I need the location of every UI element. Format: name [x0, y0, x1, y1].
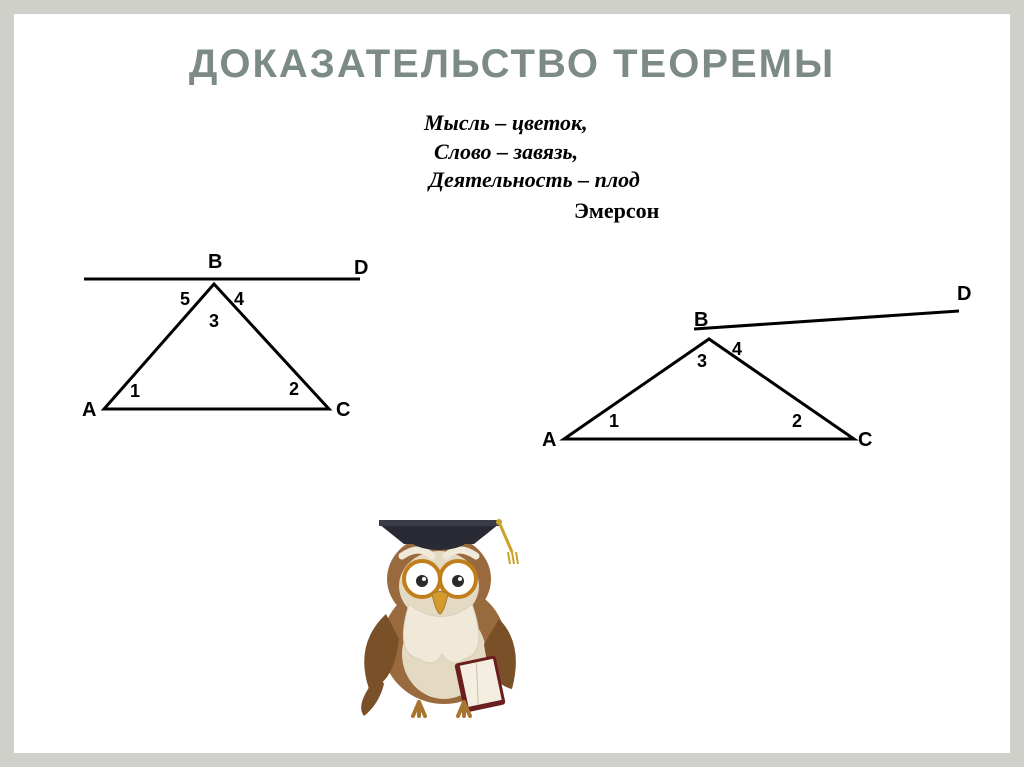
quote-line-1: Мысль – цветок,	[424, 109, 659, 138]
triangle-diagram-2: В D А С 3 4 1 2	[544, 289, 974, 449]
angle-4: 4	[732, 339, 742, 360]
vertex-b-label: В	[694, 309, 708, 332]
angle-1: 1	[130, 381, 140, 402]
vertex-c-label: С	[858, 429, 872, 452]
angle-4: 4	[234, 289, 244, 310]
owl-scholar-icon	[324, 494, 554, 719]
quote-author: Эмерсон	[574, 197, 659, 226]
angle-3: 3	[697, 351, 707, 372]
angle-2: 2	[792, 411, 802, 432]
angle-2: 2	[289, 379, 299, 400]
vertex-d-label: D	[957, 283, 971, 306]
vertex-b-label: В	[208, 251, 222, 274]
triangle-diagram-1: В D A С 5 4 3 1 2	[84, 249, 374, 419]
vertex-a-label: A	[82, 399, 96, 422]
vertex-c-label: С	[336, 399, 350, 422]
angle-3: 3	[209, 311, 219, 332]
page-title: ДОКАЗАТЕЛЬСТВО ТЕОРЕМЫ	[54, 42, 970, 87]
epigraph-quote: Мысль – цветок, Слово – завязь, Деятельн…	[424, 109, 659, 225]
vertex-d-label: D	[354, 257, 368, 280]
angle-5: 5	[180, 289, 190, 310]
quote-line-2: Слово – завязь,	[434, 138, 659, 167]
quote-line-3: Деятельность – плод	[429, 166, 659, 195]
vertex-a-label: А	[542, 429, 556, 452]
angle-1: 1	[609, 411, 619, 432]
